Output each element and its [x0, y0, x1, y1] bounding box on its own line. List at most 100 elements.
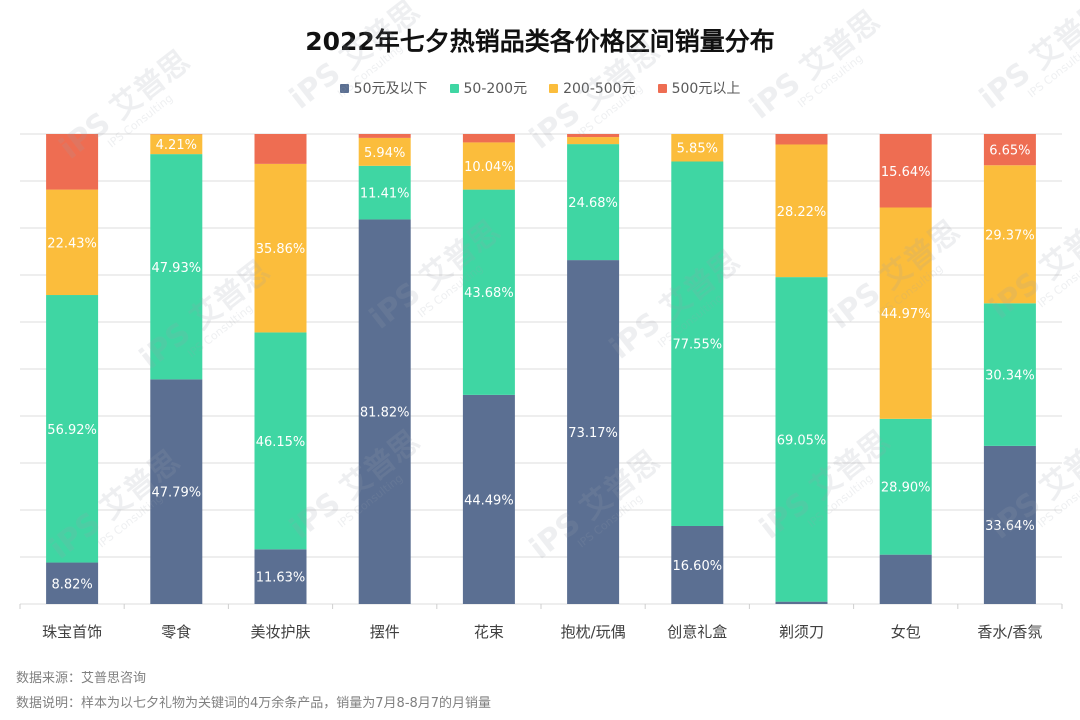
- data-label: 47.93%: [152, 261, 202, 276]
- bar-segment: [254, 134, 307, 164]
- x-tick-label: 剃须刀: [779, 623, 824, 641]
- x-tick-label: 摆件: [370, 623, 400, 641]
- data-label: 44.49%: [464, 493, 514, 508]
- data-label: 24.68%: [568, 196, 618, 211]
- svg-text:iPS 艾普思: iPS 艾普思: [283, 0, 426, 116]
- bar-segment: [150, 154, 203, 380]
- data-label: 11.63%: [256, 571, 306, 586]
- data-label: 81.82%: [360, 406, 410, 421]
- data-label: 10.04%: [464, 160, 514, 175]
- legend-item: 200-500元: [549, 78, 636, 98]
- bar-segment: [983, 445, 1036, 604]
- bar-segment: [567, 144, 620, 261]
- bar-segment: [983, 134, 1036, 166]
- bar-segment: [46, 189, 99, 296]
- x-tick-label: 零食: [161, 623, 191, 641]
- legend-item: 50-200元: [449, 78, 528, 98]
- data-label: 16.60%: [673, 559, 723, 574]
- bar-segment: [983, 303, 1036, 446]
- legend-item: 50元及以下: [339, 78, 428, 98]
- bar-segment: [462, 142, 515, 190]
- bar-segment: [671, 161, 724, 526]
- x-tick-label: 抱枕/玩偶: [561, 623, 626, 641]
- legend-swatch: [549, 83, 559, 93]
- legend: 50元及以下 50-200元 200-500元 500元以上: [0, 78, 1080, 98]
- data-label: 11.41%: [360, 187, 410, 202]
- chart-title: 2022年七夕热销品类各价格区间销量分布: [305, 27, 775, 56]
- data-label: 4.21%: [156, 138, 197, 153]
- bar-segment: [254, 163, 307, 333]
- legend-item: 500元以上: [657, 78, 741, 98]
- bar-segment: [46, 295, 99, 563]
- source-note: 数据来源：艾普思咨询: [16, 671, 147, 686]
- data-label: 5.85%: [677, 142, 718, 157]
- bar-segment: [775, 144, 828, 278]
- data-label: 43.68%: [464, 286, 514, 301]
- bar-segment: [254, 549, 307, 604]
- bar-segment: [671, 525, 724, 604]
- data-label: 28.90%: [881, 481, 931, 496]
- bar-segment: [879, 134, 932, 208]
- legend-label: 50元及以下: [353, 81, 428, 97]
- data-label: 56.92%: [47, 423, 97, 438]
- bar-segment: [150, 134, 203, 155]
- x-tick-label: 创意礼盒: [667, 623, 727, 641]
- data-label: 15.64%: [881, 165, 931, 180]
- data-label: 6.65%: [989, 144, 1030, 159]
- data-label: 69.05%: [777, 433, 827, 448]
- bar-segment: [671, 134, 724, 162]
- data-note: 数据说明：样本为以七夕礼物为关键词的4万余条产品，销量为7月8-8月7的月销量: [16, 696, 492, 711]
- legend-swatch: [339, 83, 349, 93]
- bar-segment: [775, 277, 828, 602]
- bar-segment: [462, 394, 515, 604]
- legend-swatch: [449, 83, 459, 93]
- data-label: 29.37%: [985, 228, 1035, 243]
- x-tick-label: 香水/香氛: [977, 623, 1042, 641]
- data-label: 46.15%: [256, 435, 306, 450]
- bar-segment: [46, 134, 99, 190]
- bar-segment: [358, 219, 411, 605]
- data-label: 30.34%: [985, 369, 1035, 384]
- bar-segment: [879, 207, 932, 419]
- x-tick-label: 珠宝首饰: [42, 623, 102, 641]
- data-label: 28.22%: [777, 205, 827, 220]
- legend-label: 50-200元: [463, 81, 528, 97]
- bar-segment: [462, 189, 515, 395]
- data-label: 8.82%: [51, 577, 92, 592]
- legend-label: 200-500元: [563, 81, 636, 97]
- bar-segment: [879, 418, 932, 555]
- legend-label: 500元以上: [671, 81, 741, 97]
- data-label: 35.86%: [256, 242, 306, 257]
- bar-segment: [567, 137, 620, 145]
- bar-segment: [775, 601, 828, 604]
- bar-segment: [879, 554, 932, 604]
- bar-segment: [358, 134, 411, 138]
- x-tick-label: 女包: [891, 623, 921, 641]
- data-label: 73.17%: [568, 426, 618, 441]
- bar-segment: [254, 332, 307, 550]
- bar-segment: [46, 562, 99, 604]
- bar-segment: [150, 379, 203, 604]
- bar-segment: [567, 260, 620, 604]
- data-label: 77.55%: [673, 338, 723, 353]
- x-tick-label: 美妆护肤: [250, 623, 310, 641]
- legend-swatch: [657, 83, 667, 93]
- x-tick-label: 花束: [474, 623, 504, 641]
- bar-segment: [567, 134, 620, 138]
- data-label: 5.94%: [364, 146, 405, 161]
- bar-segment: [775, 134, 828, 145]
- bar-segment: [462, 134, 515, 143]
- data-label: 44.97%: [881, 307, 931, 322]
- bar-segment: [358, 137, 411, 166]
- bar-segment: [358, 165, 411, 220]
- data-label: 33.64%: [985, 519, 1035, 534]
- data-label: 22.43%: [47, 236, 97, 251]
- svg-text:iPS 艾普思: iPS 艾普思: [973, 0, 1080, 116]
- data-label: 47.79%: [152, 486, 202, 501]
- bar-segment: [983, 165, 1036, 304]
- svg-text:iPS 艾普思: iPS 艾普思: [743, 4, 886, 127]
